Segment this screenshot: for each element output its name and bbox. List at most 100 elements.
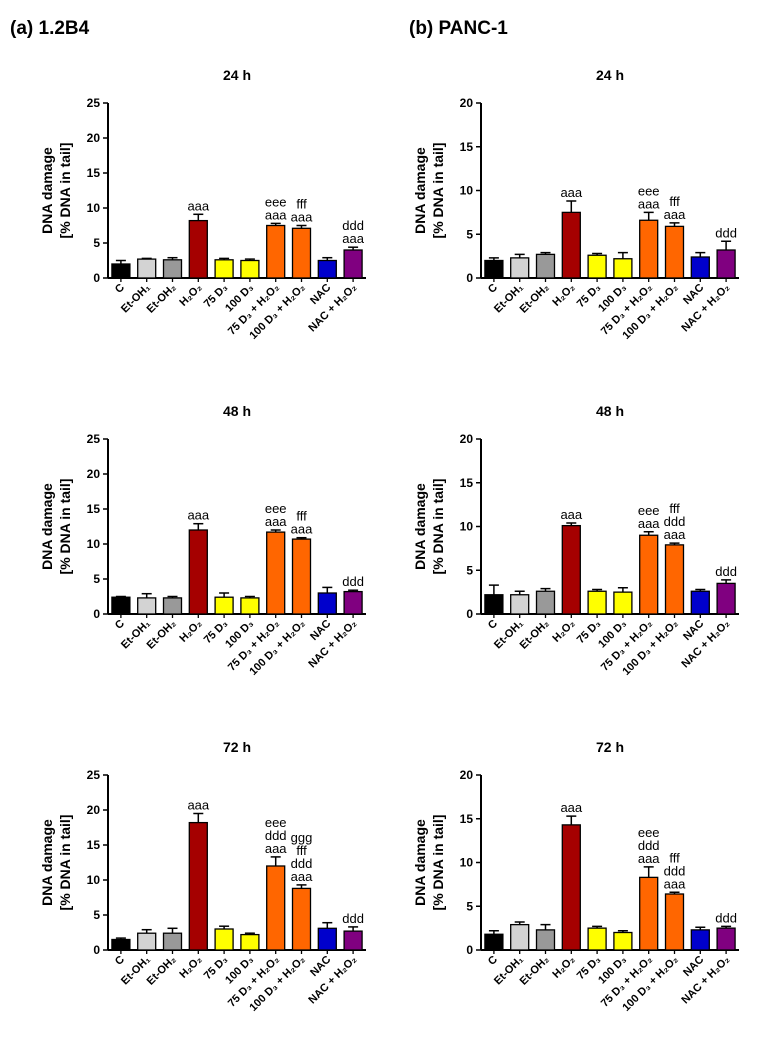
bar <box>266 531 286 615</box>
y-tick-label: 25 <box>87 432 101 446</box>
bar <box>162 259 183 279</box>
bar <box>343 249 363 279</box>
y-tick-label: 20 <box>460 432 474 446</box>
significance-label: fff <box>669 501 680 516</box>
bar <box>266 224 286 279</box>
significance-label: ddd <box>715 225 737 240</box>
significance-label: fff <box>296 197 307 212</box>
significance-label: ddd <box>265 828 287 843</box>
bar <box>291 887 312 951</box>
bar <box>111 263 131 279</box>
significance-label: aaa <box>291 210 313 225</box>
y-tick-label: 0 <box>466 943 473 957</box>
x-tick-label: C <box>486 618 500 632</box>
significance-label: eee <box>265 501 287 516</box>
y-axis-label: DNA damage <box>412 819 428 906</box>
x-tick-label: Et-OH₂ <box>145 954 179 988</box>
bar <box>690 929 710 951</box>
y-axis-label: DNA damage <box>412 483 428 570</box>
x-tick-label: C <box>113 954 127 968</box>
significance-label: ggg <box>291 830 313 845</box>
panel-label-a: (a) 1.2B4 <box>10 18 90 39</box>
bar <box>561 211 581 279</box>
x-tick-label: NAC + H₂O₂ <box>306 282 359 335</box>
y-tick-label: 10 <box>460 184 474 198</box>
bar <box>317 592 337 615</box>
y-tick-label: 15 <box>87 166 101 180</box>
x-tick-label: Et-OH₂ <box>518 618 552 652</box>
chart-1: 24 h DNA damage [% DNA in tail] 0 5 10 15 20 25 C… <box>39 67 366 342</box>
x-tick-label: C <box>113 282 127 296</box>
y-tick-label: 10 <box>460 856 474 870</box>
y-tick-label: 5 <box>93 236 100 250</box>
bar <box>639 876 659 951</box>
bar <box>561 824 581 951</box>
y-tick-label: 10 <box>460 520 474 534</box>
bar <box>690 590 710 615</box>
significance-label: aaa <box>664 207 686 222</box>
bar <box>343 930 363 951</box>
chart-title: 48 h <box>596 403 624 419</box>
bar <box>664 544 685 615</box>
bar <box>162 597 183 615</box>
significance-label: aaa <box>638 196 660 211</box>
y-tick-label: 15 <box>460 812 474 826</box>
bar <box>317 259 337 279</box>
y-tick-label: 20 <box>87 803 101 817</box>
y-axis-label: [% DNA in tail] <box>57 815 73 911</box>
bar <box>639 534 659 615</box>
significance-label: aaa <box>187 508 209 523</box>
chart-title: 24 h <box>223 67 251 83</box>
bar <box>484 594 504 615</box>
y-axis-label: [% DNA in tail] <box>430 143 446 239</box>
significance-label: aaa <box>560 507 582 522</box>
significance-label: aaa <box>291 869 313 884</box>
chart-6: 72 h DNA damage [% DNA in tail] 0 5 10 15 20 C Et… <box>412 739 739 1014</box>
bar <box>484 933 504 951</box>
y-tick-label: 10 <box>87 537 101 551</box>
y-tick-label: 20 <box>460 768 474 782</box>
x-tick-label: Et-OH₂ <box>518 954 552 988</box>
x-tick-label: H₂O₂ <box>550 282 577 309</box>
y-axis-label: DNA damage <box>39 147 55 234</box>
chart-title: 24 h <box>596 67 624 83</box>
chart-2: 24 h DNA damage [% DNA in tail] 0 5 10 15 20 C Et… <box>412 67 739 342</box>
x-tick-label: NAC + H₂O₂ <box>679 618 732 671</box>
bar <box>343 590 363 615</box>
y-tick-label: 0 <box>466 271 473 285</box>
bar <box>317 927 337 951</box>
y-tick-label: 15 <box>460 476 474 490</box>
bar <box>240 259 260 279</box>
chart-4: 48 h DNA damage [% DNA in tail] 0 5 10 15 20 C Et… <box>412 403 739 678</box>
y-tick-label: 20 <box>87 131 101 145</box>
bar <box>716 582 736 615</box>
significance-label: aaa <box>664 876 686 891</box>
x-tick-label: NAC + H₂O₂ <box>679 282 732 335</box>
significance-label: aaa <box>265 207 287 222</box>
significance-label: ddd <box>638 838 660 853</box>
significance-label: ddd <box>664 514 686 529</box>
bar <box>188 219 208 279</box>
significance-label: ddd <box>291 856 313 871</box>
y-tick-label: 5 <box>466 899 473 913</box>
chart-3: 48 h DNA damage [% DNA in tail] 0 5 10 15 20 25 C… <box>39 403 366 678</box>
significance-label: ddd <box>342 911 364 926</box>
chart-title: 48 h <box>223 403 251 419</box>
significance-label: aaa <box>291 522 313 537</box>
significance-label: eee <box>638 183 660 198</box>
x-tick-label: C <box>486 954 500 968</box>
x-tick-label: NAC + H₂O₂ <box>679 954 732 1007</box>
significance-label: fff <box>669 194 680 209</box>
bar <box>188 821 208 951</box>
bar <box>111 938 131 951</box>
bar <box>484 259 504 279</box>
bar <box>613 931 633 951</box>
x-tick-label: H₂O₂ <box>550 618 577 645</box>
significance-label: ddd <box>342 218 364 233</box>
y-axis-label: [% DNA in tail] <box>430 479 446 575</box>
bar <box>137 597 157 615</box>
bar <box>535 929 556 951</box>
bar <box>291 227 312 279</box>
y-tick-label: 25 <box>87 96 101 110</box>
